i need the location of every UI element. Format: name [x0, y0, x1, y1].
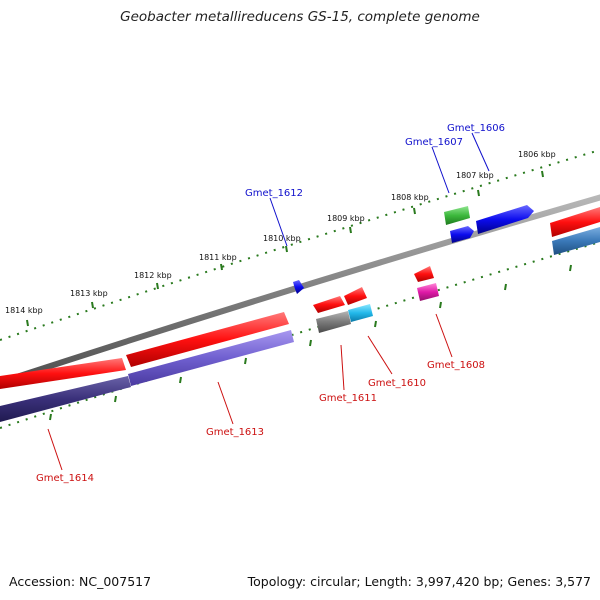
gene-gmet-1607[interactable]	[444, 206, 470, 225]
gene-gmet-1614-red[interactable]	[0, 358, 126, 389]
gene-label-gmet-1612[interactable]: Gmet_1612	[245, 188, 303, 199]
scale-label-1810: 1810 kbp	[263, 234, 301, 243]
gene-gmet-1608[interactable]	[417, 283, 439, 301]
gene-gmet-1614[interactable]	[0, 376, 131, 422]
gene-label-gmet-1613[interactable]: Gmet_1613	[206, 427, 264, 438]
scale-track-outer	[0, 149, 600, 341]
scale-label-1807: 1807 kbp	[456, 171, 494, 180]
gene-label-gmet-1607[interactable]: Gmet_1607	[405, 137, 463, 148]
scale-major-ticks-inner	[49, 264, 572, 421]
accession-text: Accession: NC_007517	[9, 574, 152, 589]
leader-gmet-1606	[471, 132, 490, 172]
map-title: Geobacter metallireducens GS-15, complet…	[120, 9, 480, 25]
gene-gmet-1613[interactable]	[128, 330, 294, 386]
leader-gmet-1613	[217, 381, 234, 425]
scale-label-1809: 1809 kbp	[327, 214, 365, 223]
gene-gmet-1611-red[interactable]	[313, 296, 345, 313]
leader-gmet-1608	[435, 313, 453, 358]
gene-gmet-right-red[interactable]	[550, 207, 600, 237]
gene-gmet-1610-red[interactable]	[344, 287, 367, 305]
gene-gmet-1608-red[interactable]	[414, 266, 434, 282]
gene-label-gmet-1611[interactable]: Gmet_1611	[319, 393, 377, 404]
gene-gmet-right-slate[interactable]	[552, 227, 600, 255]
leader-gmet-1611	[340, 344, 345, 391]
leader-gmet-1612	[269, 197, 288, 247]
leader-gmet-1607	[431, 146, 450, 194]
scale-label-1808: 1808 kbp	[391, 193, 429, 202]
gene-label-gmet-1606[interactable]: Gmet_1606	[447, 123, 505, 134]
gene-gmet-1613-red[interactable]	[126, 312, 289, 367]
gene-gmet-1611[interactable]	[316, 311, 351, 333]
scale-label-1814: 1814 kbp	[5, 306, 43, 315]
gene-gmet-1612[interactable]	[293, 280, 304, 294]
leader-gmet-1614	[47, 428, 63, 471]
gene-label-gmet-1610[interactable]: Gmet_1610	[368, 378, 426, 389]
scale-major-ticks-outer	[26, 170, 544, 327]
genome-summary-text: Topology: circular; Length: 3,997,420 bp…	[247, 574, 591, 589]
leader-gmet-1610	[367, 335, 393, 375]
scale-label-1813: 1813 kbp	[70, 289, 108, 298]
gene-gmet-1610[interactable]	[348, 304, 373, 322]
scale-label-1811: 1811 kbp	[199, 253, 237, 262]
gene-gmet-forward-small-blue[interactable]	[450, 226, 474, 243]
gene-label-gmet-1614[interactable]: Gmet_1614	[36, 473, 94, 484]
scale-label-1806: 1806 kbp	[518, 150, 556, 159]
scale-label-1812: 1812 kbp	[134, 271, 172, 280]
scale-track-inner	[0, 241, 600, 429]
gene-gmet-1606[interactable]	[476, 205, 534, 234]
gene-label-gmet-1608[interactable]: Gmet_1608	[427, 360, 485, 371]
